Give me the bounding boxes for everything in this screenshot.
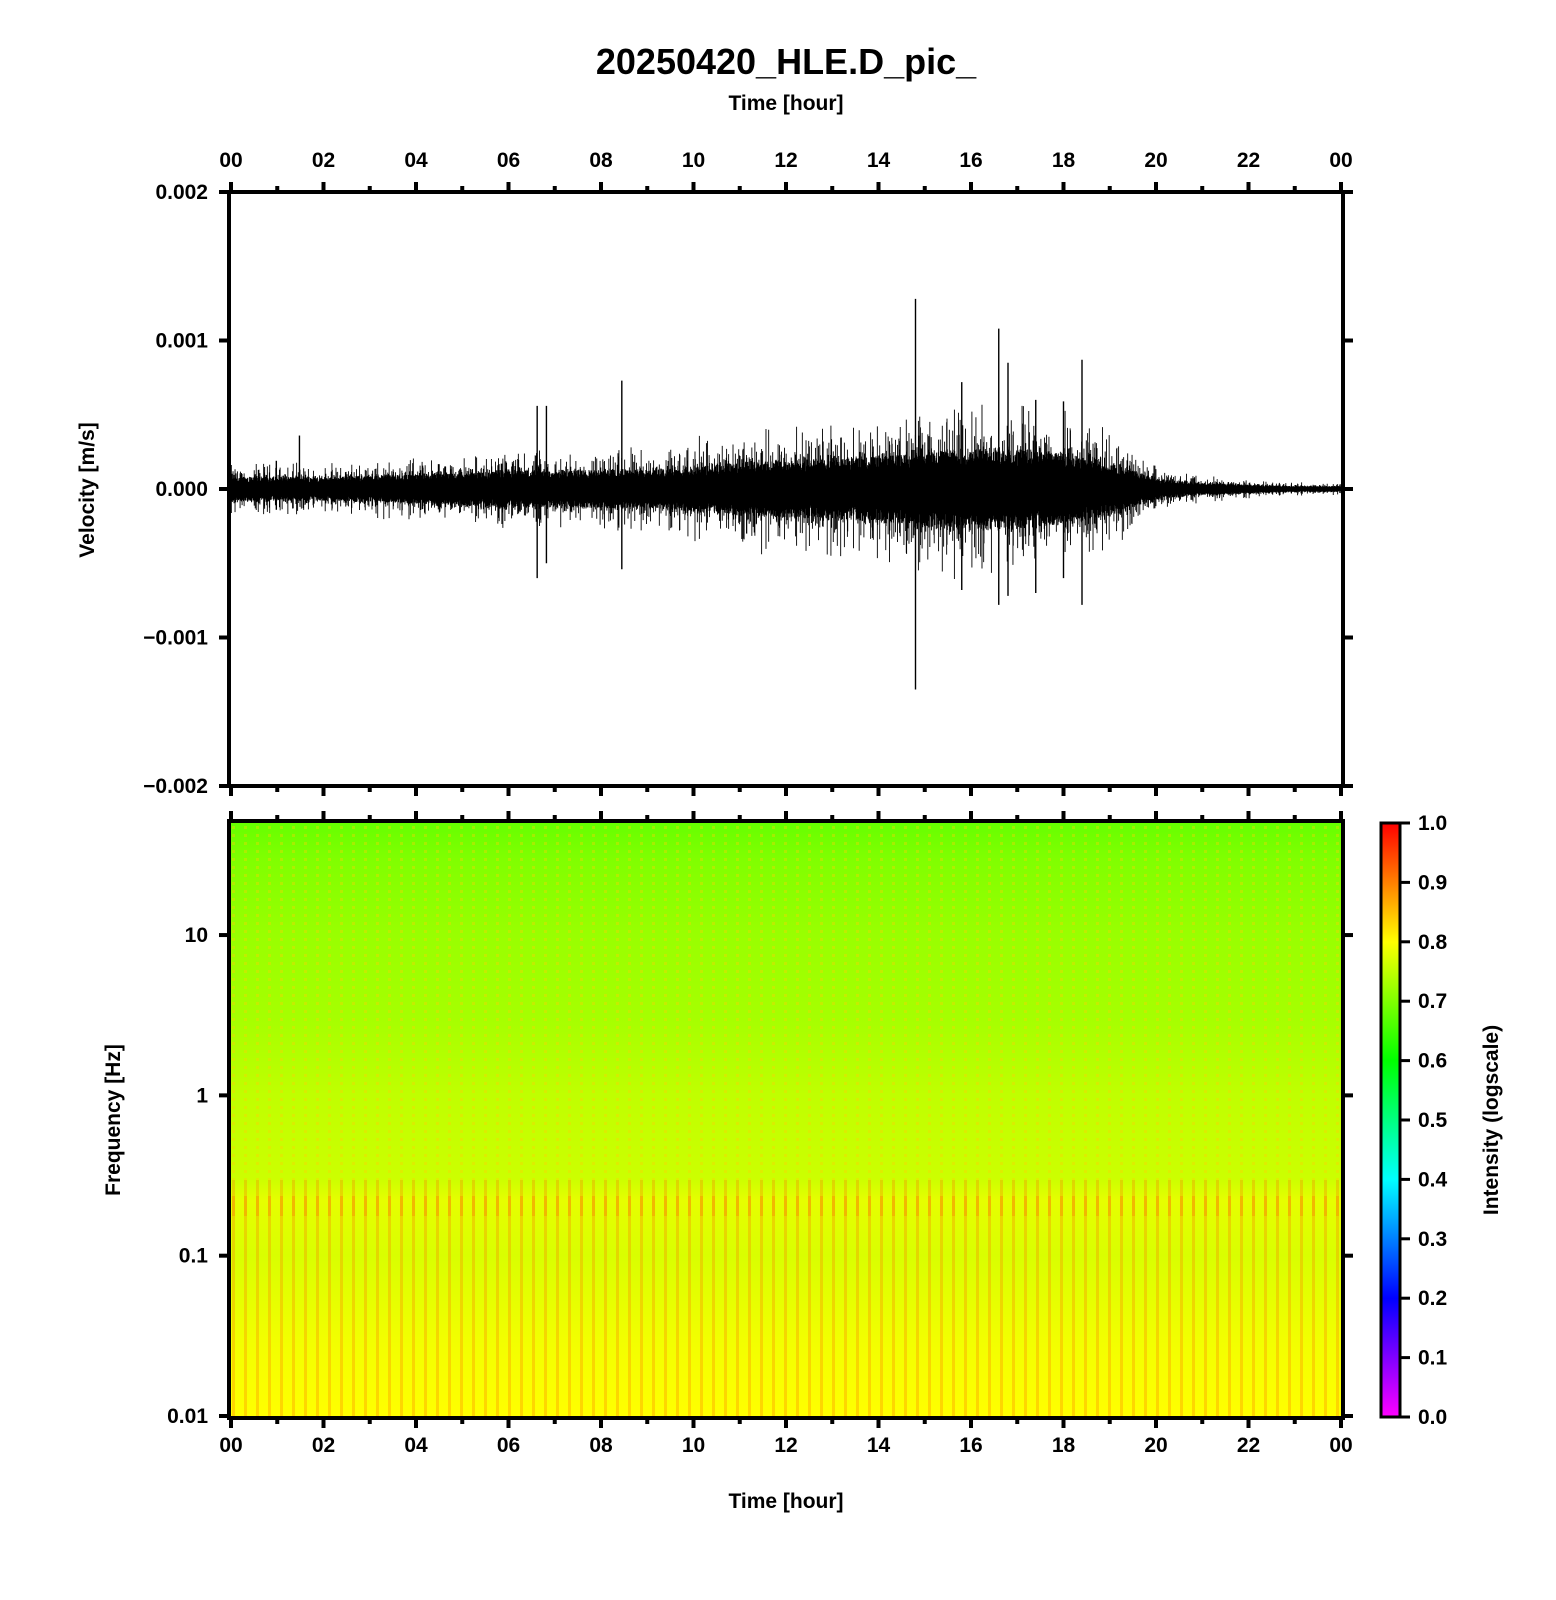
velocity-tick-labels: 0.002 0.001 0.000 −0.001 −0.002 [143,181,208,798]
top-x-tick-label: 00 [219,149,242,172]
spectrogram-stripes-low [231,1180,1341,1416]
waveform-trace [230,404,1342,579]
colorbar-label: Intensity (logscale) [1480,1025,1503,1215]
velocity-waveform [230,298,1342,690]
colorbar: 1.0 0.9 0.8 0.7 0.6 0.5 0.4 0.3 0.2 0.1 0.0 Intens… [1379,812,1503,1429]
bottom-x-tick-label: 12 [774,1434,797,1457]
frequency-tick-label: 0.01 [167,1405,208,1428]
bottom-x-tick-label: 08 [589,1434,613,1457]
bottom-x-tick-label: 10 [682,1434,705,1457]
colorbar-tick-label: 0.3 [1418,1228,1447,1251]
top-x-tick-label: 08 [589,149,613,172]
top-x-tick-label: 18 [1052,149,1076,172]
bottom-x-tick-label: 02 [312,1434,335,1457]
colorbar-tick-label: 0.4 [1418,1168,1448,1191]
colorbar-tick-label: 0.1 [1418,1347,1448,1370]
colorbar-tick-label: 0.0 [1418,1406,1447,1429]
top-x-tick-label: 00 [1329,149,1352,172]
waveform-panel: 00 02 04 06 08 10 12 14 16 18 20 22 00 0.0020.0010.0… [76,149,1353,798]
frequency-axis-label: Frequency [Hz] [102,1044,125,1196]
top-x-tick-label: 14 [867,149,891,172]
colorbar-tick-label: 0.6 [1418,1050,1447,1073]
colorbar-tick-label: 1.0 [1418,812,1447,835]
colorbar-tick-label: 0.8 [1418,931,1448,954]
bottom-x-tick-label: 06 [497,1434,520,1457]
frequency-tick-label: 10 [185,924,208,947]
top-x-tick-label: 06 [497,149,520,172]
top-x-tick-labels: 00 02 04 06 08 10 12 14 16 18 20 22 00 [219,149,1352,172]
top-x-tick-label: 16 [959,149,982,172]
bottom-x-tick-label: 20 [1144,1434,1167,1457]
bottom-x-tick-label: 00 [219,1434,242,1457]
top-x-tick-label: 12 [774,149,797,172]
top-x-tick-label: 04 [404,149,428,172]
bottom-x-tick-label: 22 [1237,1434,1260,1457]
top-x-tick-label: 22 [1237,149,1260,172]
velocity-tick-label: 0.000 [155,478,208,501]
velocity-tick-label: −0.002 [143,775,208,798]
spectrogram-band-0.22hz [231,1196,1341,1216]
frequency-tick-label: 1 [196,1084,208,1107]
colorbar-tick-label: 0.5 [1418,1109,1448,1132]
bottom-x-tick-labels: 00 02 04 06 08 10 12 14 16 18 20 22 00 [219,1434,1352,1457]
colorbar-gradient [1379,821,1402,1419]
top-x-axis-label: Time [hour] [728,92,843,115]
spectrogram-frame [227,819,1345,1420]
bottom-x-tick-label: 18 [1052,1434,1076,1457]
spectrogram-panel: 10 1 0.1 0.01 00 02 04 06 08 10 12 14 16 18 20 22 00 Fr… [102,811,1353,1513]
colorbar-tick-label: 0.7 [1418,990,1447,1013]
chart-title: 20250420_HLE.D_pic_ [596,41,977,82]
velocity-axis-label: Velocity [m/s] [76,422,99,557]
bottom-x-tick-label: 00 [1329,1434,1352,1457]
bottom-x-tick-label: 14 [867,1434,891,1457]
velocity-tick-label: −0.001 [143,627,208,650]
top-x-tick-label: 10 [682,149,705,172]
colorbar-tick-label: 0.9 [1418,871,1447,894]
bottom-x-tick-label: 04 [404,1434,428,1457]
bottom-x-axis-label: Time [hour] [728,1490,843,1513]
velocity-tick-label: 0.002 [155,181,208,204]
waveform-frame [227,190,1345,788]
spectrogram-stripes-high [231,823,1341,1180]
frequency-tick-labels: 10 1 0.1 0.01 [167,924,208,1428]
colorbar-tick-label: 0.2 [1418,1287,1447,1310]
frequency-tick-label: 0.1 [179,1245,209,1268]
top-x-tick-label: 20 [1144,149,1167,172]
velocity-tick-label: 0.001 [155,330,208,353]
top-x-tick-label: 02 [312,149,335,172]
bottom-x-tick-label: 16 [959,1434,982,1457]
colorbar-ticks: 1.0 0.9 0.8 0.7 0.6 0.5 0.4 0.3 0.2 0.1 0.0 [1400,812,1448,1429]
